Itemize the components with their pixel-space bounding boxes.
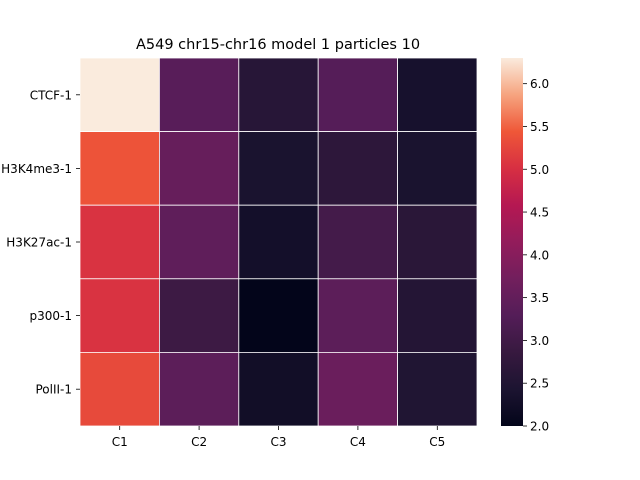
colorbar-tick-label: 6.0 [530,77,549,91]
colorbar-tick-label: 2.5 [530,377,549,391]
x-tick-label: C3 [270,435,286,449]
colorbar-tick-label: 2.0 [530,420,549,434]
x-tick-label: C2 [191,435,207,449]
x-tick-label: C5 [429,435,445,449]
heatmap-cell [397,204,478,280]
heatmap-cell [79,351,160,427]
heatmap-cell [158,131,240,206]
heatmap-cell [158,204,240,280]
heatmap-cell [397,57,478,132]
colorbar-tick-label: 5.0 [530,163,549,177]
heatmap-cell [317,57,399,132]
y-tick-label: H3K27ac-1 [6,236,72,250]
y-tick-label: H3K4me3-1 [1,162,72,176]
heatmap-cell [238,351,319,427]
colorbar [501,58,523,426]
heatmap-cell [79,204,160,280]
heatmap-cell [238,278,319,353]
heatmap-cell [238,204,319,280]
heatmap-cells [79,57,478,427]
heatmap-cell [397,351,478,427]
heatmap-cell [238,57,319,132]
chart-title: A549 chr15-chr16 model 1 particles 10 [136,37,420,53]
y-tick-label: CTCF-1 [30,88,72,102]
x-tick-label: C1 [112,435,128,449]
heatmap-cell [397,131,478,206]
colorbar-tick-label: 3.5 [530,291,549,305]
heatmap-cell [317,351,399,427]
colorbar-tick-label: 3.0 [530,334,549,348]
heatmap-cell [397,278,478,353]
heatmap-cell [317,131,399,206]
heatmap-cell [238,131,319,206]
colorbar-tick-label: 5.5 [530,120,549,134]
x-tick-label: C4 [350,435,366,449]
heatmap-cell [317,204,399,280]
colorbar-tick-label: 4.5 [530,206,549,220]
y-axis: CTCF-1 H3K4me3-1 H3K27ac-1 p300-1 PolII-1 [1,88,80,397]
heatmap-cell [79,278,160,353]
heatmap-cell [79,131,160,206]
heatmap-cell [158,57,240,132]
colorbar-tick-label: 4.0 [530,248,549,262]
x-axis: C1 C2 C3 C4 C5 [112,426,445,449]
y-tick-label: p300-1 [30,309,73,323]
y-tick-label: PolII-1 [35,383,72,397]
heatmap-cell [158,278,240,353]
colorbar-axis: 2.0 2.5 3.0 3.5 4.0 4.5 5.0 5.5 6.0 [523,77,549,434]
heatmap-cell [317,278,399,353]
heatmap-cell [158,351,240,427]
heatmap-cell [79,57,160,132]
